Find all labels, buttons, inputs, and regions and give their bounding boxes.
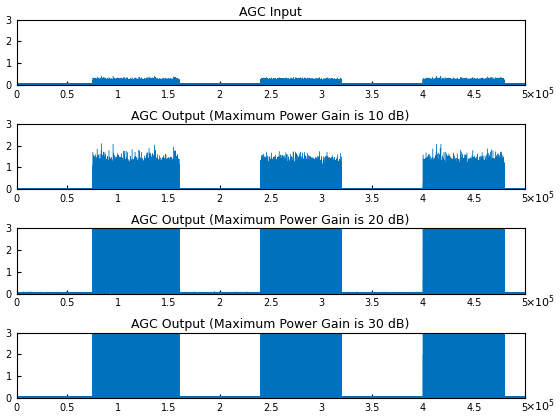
Title: AGC Output (Maximum Power Gain is 20 dB): AGC Output (Maximum Power Gain is 20 dB) <box>132 214 410 227</box>
Title: AGC Input: AGC Input <box>239 5 302 18</box>
Text: $\times10^5$: $\times10^5$ <box>525 294 554 310</box>
Title: AGC Output (Maximum Power Gain is 30 dB): AGC Output (Maximum Power Gain is 30 dB) <box>132 318 410 331</box>
Text: $\times10^5$: $\times10^5$ <box>525 85 554 102</box>
Title: AGC Output (Maximum Power Gain is 10 dB): AGC Output (Maximum Power Gain is 10 dB) <box>132 110 410 123</box>
Text: $\times10^5$: $\times10^5$ <box>525 398 554 415</box>
Text: $\times10^5$: $\times10^5$ <box>525 189 554 206</box>
